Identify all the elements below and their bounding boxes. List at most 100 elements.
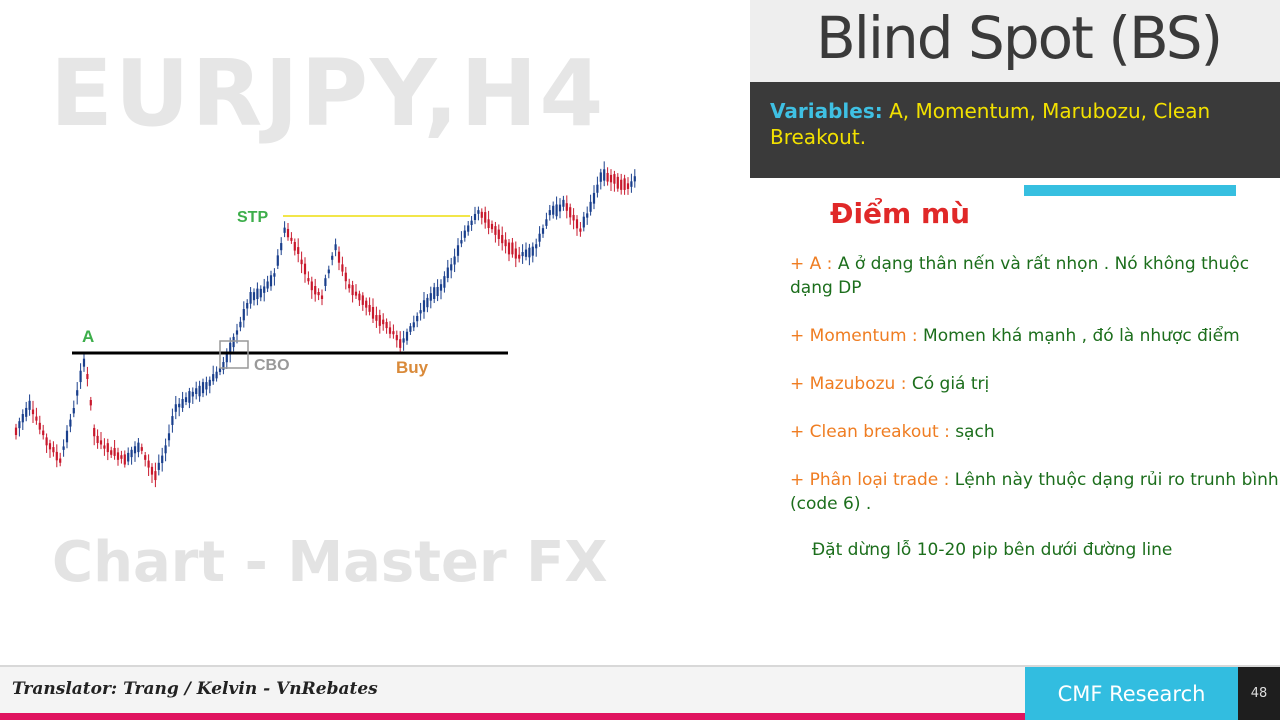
criteria-item-momentum: + Momentum : Momen khá mạnh , đó là nhượ… (790, 324, 1280, 348)
footer-accent (0, 713, 1025, 720)
bull-candle (252, 292, 256, 301)
bear-candle (579, 228, 582, 232)
bull-candle (603, 169, 606, 181)
bear-candle (106, 443, 109, 453)
bull-candle (184, 397, 188, 403)
bear-candle (511, 242, 514, 255)
bull-candle (171, 416, 174, 425)
bull-candle (548, 210, 551, 216)
bear-candle (623, 178, 626, 190)
bull-candle (541, 228, 545, 234)
bear-candle (45, 437, 48, 446)
bull-candle (239, 321, 242, 328)
bull-candle (137, 442, 140, 453)
bull-candle (450, 264, 453, 271)
bear-candle (399, 339, 402, 348)
bull-candle (191, 391, 194, 397)
bull-candle (246, 302, 249, 309)
bull-candle (280, 243, 283, 251)
bear-candle (42, 430, 45, 436)
info-panel: Blind Spot (BS) Variables: A, Momentum, … (750, 0, 1280, 665)
bull-candle (18, 421, 21, 429)
bull-candle (433, 287, 436, 299)
bear-candle (620, 179, 623, 190)
criteria-text: Momen khá mạnh , đó là nhược điểm (923, 326, 1240, 346)
bear-candle (375, 315, 378, 321)
bear-candle (300, 259, 303, 265)
criteria-item-clean-breakout: + Clean breakout : sạch (790, 420, 1280, 444)
bull-candle (545, 219, 548, 226)
bull-candle (82, 358, 86, 367)
bull-candle (429, 293, 432, 301)
bull-candle (269, 275, 273, 287)
bear-candle (606, 172, 609, 182)
bear-candle (116, 452, 120, 460)
criteria-item-trade-type: + Phân loại trade : Lệnh này thuộc dạng … (790, 468, 1280, 516)
bull-candle (477, 210, 480, 214)
bull-candle (460, 240, 463, 244)
bear-candle (290, 237, 293, 241)
criteria-text: sạch (955, 422, 995, 442)
bull-candle (633, 176, 636, 182)
bear-candle (518, 254, 521, 259)
bull-candle (28, 400, 31, 410)
bull-candle (422, 300, 426, 312)
bull-candle (405, 331, 409, 341)
bull-candle (592, 192, 596, 204)
bear-candle (317, 292, 320, 296)
bull-candle (470, 220, 473, 225)
bear-candle (358, 293, 361, 301)
bull-candle (596, 184, 599, 193)
bull-candle (212, 374, 215, 382)
bull-candle (256, 288, 259, 300)
bear-candle (99, 440, 103, 445)
bear-candle (371, 306, 375, 319)
chart-panel: EURJPY,H4 Chart - Master FX A STP CBO Bu… (14, 40, 636, 595)
bull-candle (586, 213, 589, 218)
bear-candle (514, 248, 517, 259)
bear-candle (154, 471, 157, 481)
bull-candle (188, 391, 191, 403)
bull-candle (266, 281, 269, 289)
bull-candle (283, 227, 286, 233)
bull-candle (426, 297, 429, 308)
bear-candle (38, 422, 41, 430)
bear-candle (150, 466, 154, 475)
bear-candle (378, 315, 381, 326)
bear-candle (565, 203, 568, 211)
bear-candle (52, 447, 55, 453)
criteria-list: + A : A ở dạng thân nến và rất nhọn . Nó… (790, 252, 1280, 540)
bull-candle (25, 407, 28, 417)
bull-candle (69, 419, 72, 427)
bull-candle (276, 255, 279, 266)
bull-candle (453, 256, 456, 265)
bull-candle (79, 370, 82, 383)
criteria-label: + Mazubozu : (790, 374, 912, 394)
bull-candle (443, 276, 446, 288)
bear-candle (310, 281, 313, 291)
criteria-label: + Momentum : (790, 326, 924, 346)
bear-candle (123, 454, 126, 465)
bear-candle (35, 416, 38, 421)
bull-candle (334, 244, 337, 251)
bear-candle (494, 226, 497, 235)
bull-candle (535, 244, 538, 249)
label-stp: STP (237, 209, 268, 226)
bear-candle (487, 219, 490, 229)
bull-candle (225, 352, 228, 363)
variables-text: A, Momentum, Marubozu, Clean Breakout. (770, 99, 1211, 149)
bull-candle (582, 216, 585, 228)
bull-candle (473, 213, 477, 221)
bear-candle (14, 427, 18, 436)
bull-candle (456, 245, 460, 256)
bull-candle (218, 367, 222, 373)
bear-candle (575, 219, 579, 229)
bear-candle (59, 458, 62, 463)
criteria-label: + Phân loại trade : (790, 470, 955, 490)
bull-candle (259, 288, 262, 298)
bull-candle (467, 225, 470, 232)
bull-candle (133, 446, 137, 454)
variables-label: Variables: (770, 99, 883, 123)
variables-box: Variables: A, Momentum, Marubozu, Clean … (750, 82, 1280, 178)
bull-candle (409, 326, 412, 332)
